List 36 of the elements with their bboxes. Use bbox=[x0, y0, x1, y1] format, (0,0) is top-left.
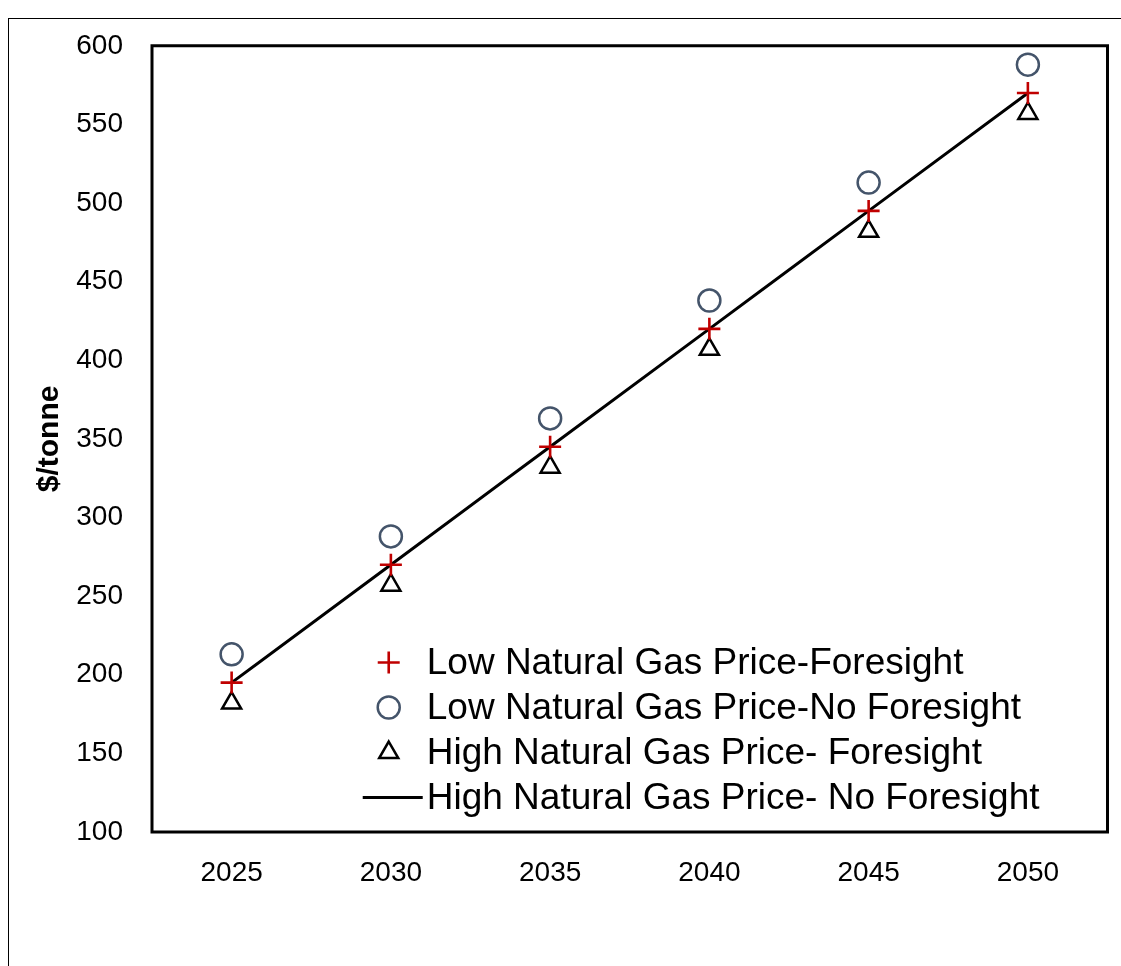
point bbox=[220, 671, 243, 694]
x-tick-label: 2050 bbox=[996, 855, 1060, 887]
legend-label: High Natural Gas Price- Foresight bbox=[426, 730, 983, 772]
point bbox=[1015, 52, 1041, 77]
y-tick-label: 450 bbox=[76, 264, 123, 296]
legend-label: Low Natural Gas Price-No Foresight bbox=[426, 685, 1022, 727]
y-tick-label: 200 bbox=[76, 657, 123, 689]
point bbox=[1017, 101, 1039, 121]
legend-label: Low Natural Gas Price-Foresight bbox=[426, 640, 965, 682]
point bbox=[697, 288, 722, 313]
point bbox=[219, 642, 244, 667]
point bbox=[537, 406, 563, 431]
point bbox=[856, 170, 881, 195]
y-tick-label: 100 bbox=[76, 814, 123, 846]
y-tick-label: 600 bbox=[76, 28, 123, 60]
x-tick-label: 2045 bbox=[837, 855, 900, 887]
y-tick-label: 400 bbox=[76, 343, 123, 374]
x-tick-label: 2035 bbox=[518, 855, 582, 887]
point bbox=[698, 317, 721, 340]
y-tick-label: 350 bbox=[76, 421, 123, 453]
y-tick-label: 250 bbox=[76, 578, 123, 610]
x-tick-label: 2030 bbox=[359, 855, 423, 887]
y-tick-label: 550 bbox=[76, 107, 123, 139]
x-tick-label: 2025 bbox=[200, 855, 263, 887]
y-tick-label: 500 bbox=[76, 185, 123, 217]
point bbox=[378, 524, 404, 549]
y-tick-label: 300 bbox=[76, 500, 123, 532]
point bbox=[857, 199, 880, 222]
point bbox=[857, 219, 880, 239]
point bbox=[539, 435, 562, 458]
y-axis-title: $/tonne bbox=[31, 385, 65, 493]
point bbox=[379, 553, 402, 576]
x-tick-label: 2040 bbox=[678, 855, 741, 887]
legend-label: High Natural Gas Price- No Foresight bbox=[426, 775, 1041, 817]
y-tick-label: 150 bbox=[76, 736, 123, 768]
point bbox=[698, 337, 721, 357]
